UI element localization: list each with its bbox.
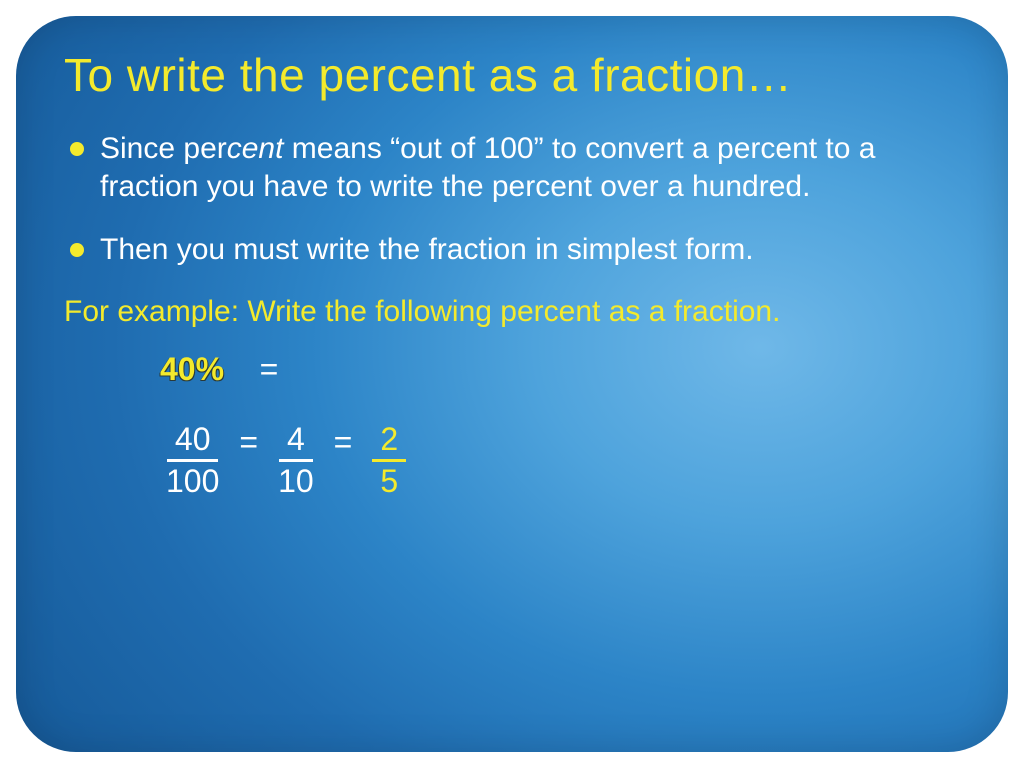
- bullet-item: Then you must write the fraction in simp…: [64, 231, 960, 269]
- bullet-list: Since percent means “out of 100” to conv…: [64, 130, 960, 269]
- fraction-numerator: 4: [279, 422, 313, 462]
- equals-sign: =: [320, 424, 367, 461]
- slide-title: To write the percent as a fraction…: [64, 48, 960, 102]
- fraction-denominator: 100: [166, 462, 219, 499]
- fraction-denominator: 10: [278, 462, 314, 499]
- equals-sign: =: [260, 351, 279, 388]
- fraction-numerator: 2: [372, 422, 406, 462]
- fraction-numerator: 40: [167, 422, 219, 462]
- math-row-fractions: 40 100 = 4 10 = 2 5: [160, 422, 960, 499]
- bullet-item: Since percent means “out of 100” to conv…: [64, 130, 960, 205]
- equals-sign: =: [225, 424, 272, 461]
- bullet-text-prefix: Since per: [100, 132, 227, 165]
- math-block: 40% = 40 100 = 4 10 = 2 5: [64, 351, 960, 499]
- slide-card: To write the percent as a fraction… Sinc…: [16, 16, 1008, 752]
- example-intro: For example: Write the following percent…: [64, 295, 960, 329]
- bullet-text-prefix: Then you must write the fraction in simp…: [100, 233, 754, 266]
- fraction: 40 100: [166, 422, 219, 499]
- fraction-denominator: 5: [380, 462, 398, 499]
- fraction-final: 2 5: [372, 422, 406, 499]
- math-row-percent: 40% =: [160, 351, 960, 388]
- percent-value: 40%: [160, 351, 224, 387]
- bullet-text-italic: cent: [227, 132, 284, 165]
- fraction: 4 10: [278, 422, 314, 499]
